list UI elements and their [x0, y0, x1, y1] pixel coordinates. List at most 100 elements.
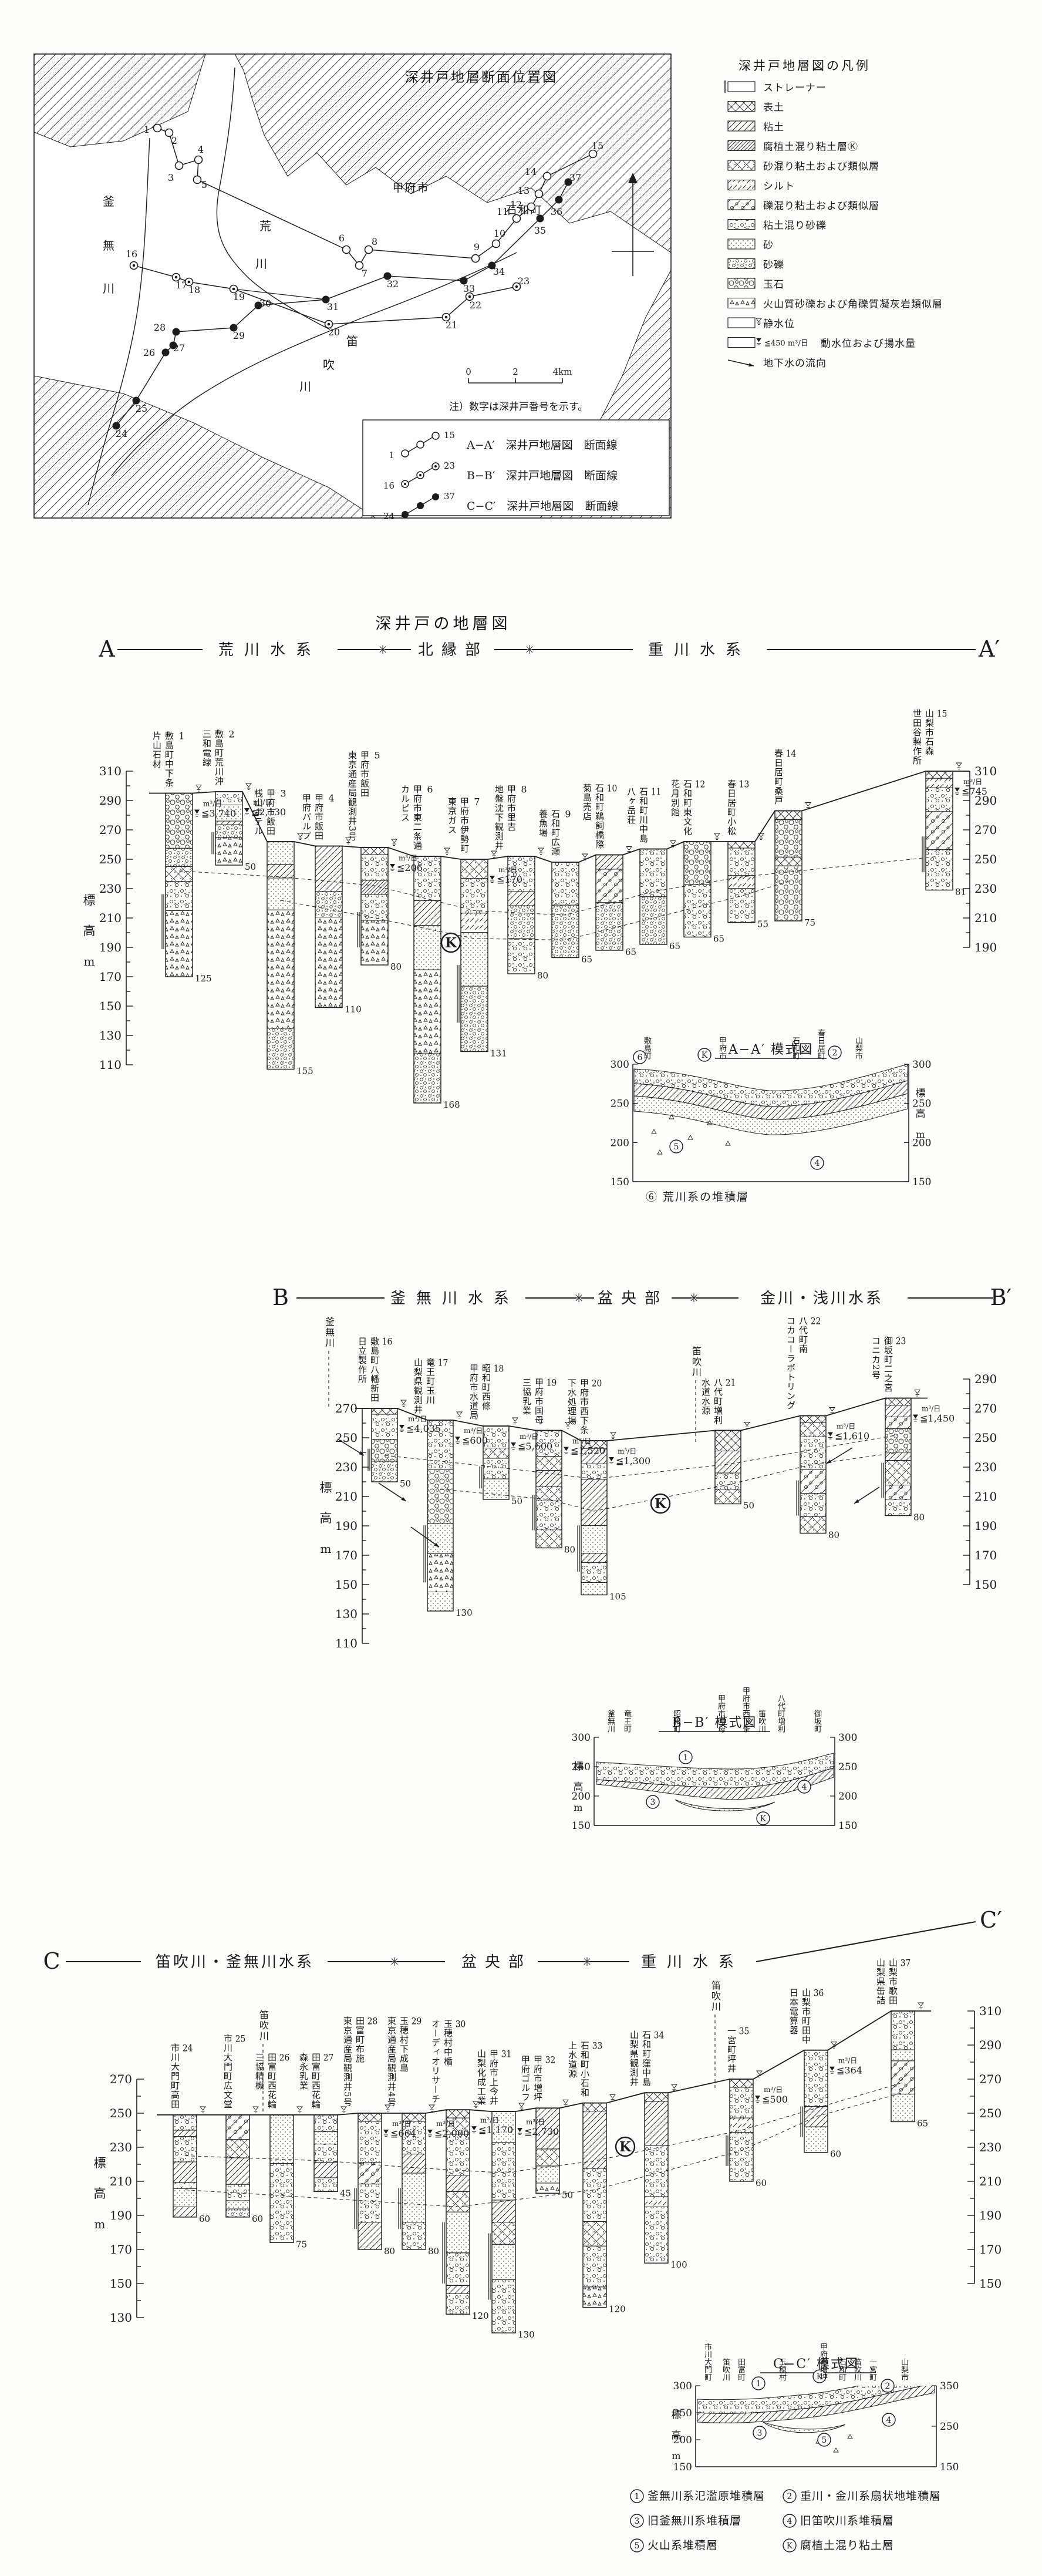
- well-column-35: 60 m³/日≦500: [726, 2070, 788, 2188]
- inset-place-label: 釜無川: [606, 1710, 615, 1733]
- svg-text:26: 26: [143, 347, 155, 358]
- map-well-7: 7: [355, 261, 367, 279]
- map-well-34: 34: [488, 261, 505, 277]
- svg-text:25: 25: [136, 403, 147, 414]
- svg-text:210: 210: [974, 1489, 997, 1504]
- svg-text:≦450 m³/日: ≦450 m³/日: [764, 339, 808, 348]
- svg-text:m: m: [95, 2217, 106, 2231]
- well-number: 25: [235, 2033, 246, 2043]
- well-label-37: 37 山梨市歌田 山梨県缶詰: [875, 1958, 911, 2005]
- well-label-26: 26 田富町西花輪 三協精機: [254, 2052, 290, 2109]
- svg-text:4: 4: [815, 1159, 820, 1168]
- svg-text:6: 6: [638, 1053, 643, 1062]
- svg-text:標: 標: [83, 893, 96, 907]
- map-well-27: 27: [169, 341, 185, 354]
- well-depth: 131: [490, 1048, 507, 1059]
- well-number: 4: [328, 793, 335, 803]
- well-depth: 168: [443, 1099, 460, 1110]
- well-label-10: 10 石和町鵜飼橋際 菊島売店: [582, 783, 618, 849]
- well-number: 30: [455, 2019, 466, 2029]
- well-label-23: 23 御坂町二之宮 コニカ2号: [871, 1336, 906, 1393]
- svg-text:34: 34: [493, 266, 505, 277]
- well-depth: 80: [537, 970, 548, 981]
- svg-text:シルト: シルト: [763, 181, 795, 193]
- pump-rate: m³/日≦500: [726, 2086, 788, 2166]
- svg-text:27: 27: [173, 342, 185, 354]
- map-well-33: 33: [460, 277, 475, 294]
- svg-text:砂礫: 砂礫: [763, 260, 784, 271]
- svg-text:m³/日: m³/日: [399, 854, 417, 862]
- svg-text:重川水系: 重川水系: [641, 1953, 744, 1971]
- map-mountain-hatch: [33, 53, 672, 519]
- svg-text:30: 30: [259, 298, 271, 309]
- k-layer-mark: K: [440, 932, 461, 953]
- svg-text:230: 230: [99, 882, 122, 896]
- svg-text:19: 19: [233, 291, 245, 302]
- well-column-10: 65: [595, 846, 636, 957]
- map-well-1: 1: [144, 123, 162, 135]
- svg-text:290: 290: [99, 793, 122, 808]
- well-number: 33: [592, 2040, 603, 2050]
- svg-text:110: 110: [335, 1636, 358, 1650]
- well-column-9: 65: [551, 853, 592, 965]
- pump-rate-value: ≦500: [762, 2094, 788, 2105]
- legend-item-silt: シルト: [727, 179, 795, 193]
- pump-rate-value: ≦364: [837, 2065, 862, 2076]
- well-column-32: 50: [535, 2099, 573, 2200]
- well-number: 5: [374, 751, 380, 761]
- svg-text:2: 2: [885, 2382, 891, 2391]
- svg-text:荒: 荒: [259, 219, 271, 233]
- svg-text:230: 230: [335, 1460, 358, 1474]
- svg-text:24: 24: [116, 428, 127, 439]
- well-depth: 65: [581, 954, 592, 965]
- svg-text:150: 150: [974, 1578, 997, 1592]
- well-label-22: 22 八代町南 コカコーラボトリング: [785, 1316, 821, 1410]
- svg-text:250: 250: [611, 1098, 629, 1110]
- svg-text:300: 300: [572, 1732, 591, 1744]
- svg-text:200: 200: [611, 1137, 629, 1149]
- well-column-17: 130 m³/日≦600: [423, 1411, 488, 1618]
- footnote-item: 3 旧釜無川系堆積層: [630, 2514, 741, 2528]
- svg-text:290: 290: [974, 1372, 997, 1386]
- svg-text:K: K: [702, 1051, 708, 1060]
- svg-text:A: A: [98, 636, 115, 662]
- svg-text:粘土混り砂礫: 粘土混り砂礫: [763, 220, 827, 232]
- svg-text:C′: C′: [980, 1907, 1002, 1933]
- svg-text:11: 11: [497, 206, 508, 217]
- map-well-13: 13: [518, 185, 544, 199]
- svg-text:170: 170: [979, 2242, 1001, 2256]
- well-depth: 100: [670, 2259, 687, 2270]
- inset-bands: [633, 1064, 908, 1135]
- svg-text:荒川水系: 荒川水系: [218, 641, 322, 659]
- svg-text:高: 高: [916, 1108, 926, 1120]
- map-well-4: 4: [194, 144, 204, 164]
- legend-item-dynamic: ≦450 m³/日 動水位および揚水量: [727, 337, 915, 350]
- well-label-7: 7 甲府市伊勢町 東京ガス: [446, 797, 483, 853]
- map-well-11: 11: [497, 206, 521, 223]
- svg-text:290: 290: [974, 793, 997, 808]
- svg-text:旧釜無川系堆積層: 旧釜無川系堆積層: [648, 2514, 741, 2527]
- svg-text:270: 270: [974, 1401, 997, 1415]
- well-number: 29: [411, 2016, 422, 2026]
- well-depth: 155: [296, 1066, 313, 1077]
- legend-item-sandgravel: 砂礫: [727, 258, 784, 271]
- svg-text:3: 3: [757, 2429, 763, 2438]
- svg-text:250: 250: [110, 2106, 132, 2120]
- svg-text:210: 210: [974, 911, 997, 925]
- map-well-12: 12: [510, 199, 536, 211]
- elevation-axis-left: 270 250 230 210 190 170 150 130 110: [335, 1401, 369, 1650]
- svg-text:✳: ✳: [582, 1955, 592, 1969]
- well-number: 17: [437, 1358, 449, 1367]
- footnote-item: 2 重川・金川系扇状地堆積層: [783, 2489, 940, 2503]
- svg-text:m: m: [84, 954, 95, 968]
- svg-text:高: 高: [94, 2187, 106, 2201]
- legend-item-topsoil: 表土: [727, 100, 784, 114]
- well-column-4: 110: [315, 838, 362, 1015]
- svg-text:20: 20: [328, 327, 340, 338]
- well-column-34: 100: [644, 2084, 687, 2270]
- svg-text:200: 200: [912, 1137, 931, 1149]
- axis-label: 標高 m: [320, 1481, 332, 1556]
- well-depth: 60: [252, 2214, 263, 2224]
- svg-text:150: 150: [912, 1176, 931, 1188]
- well-depth: 120: [472, 2311, 489, 2321]
